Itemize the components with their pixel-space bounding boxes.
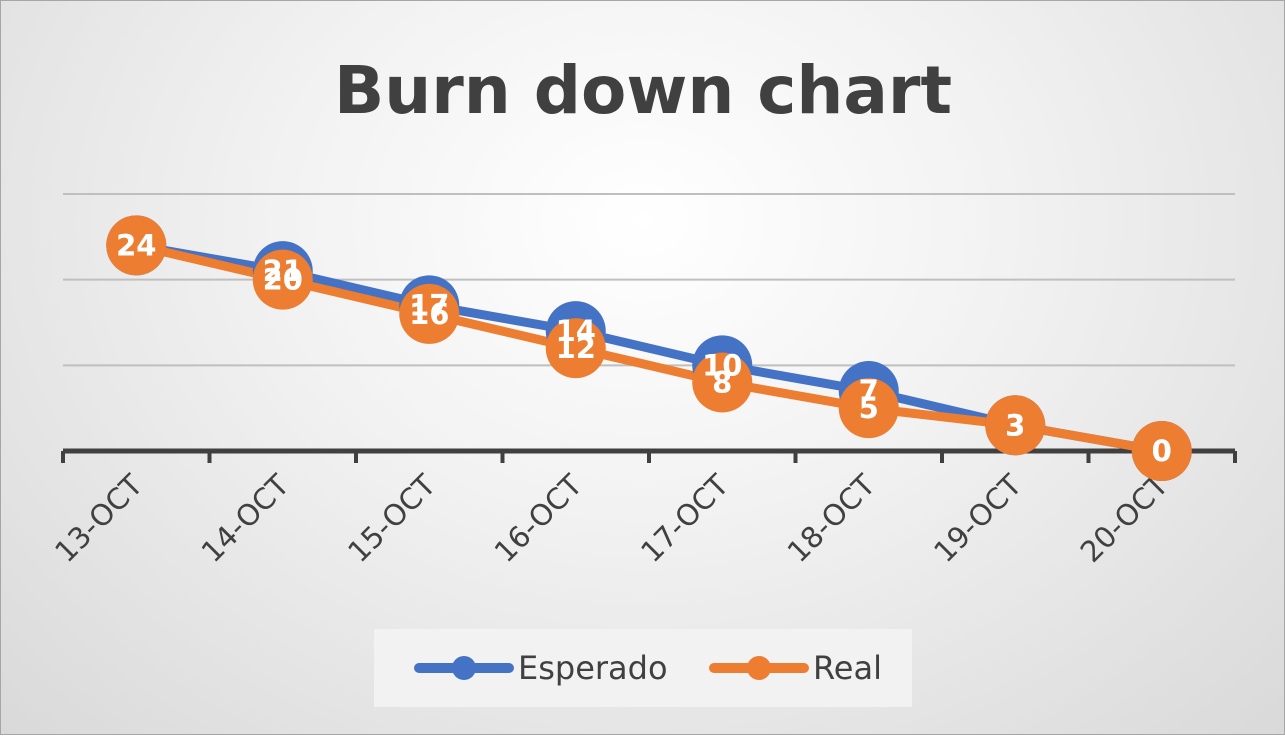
data-label-real: 8: [712, 365, 732, 399]
data-point-real: [106, 215, 167, 276]
data-label-real: 24: [116, 228, 156, 262]
legend-item-esperado: Esperado: [414, 629, 668, 707]
data-label-esperado: 0: [1152, 434, 1172, 468]
data-point-real: [1131, 421, 1192, 481]
x-tick-label: 15-OCT: [341, 468, 442, 569]
x-tick-label: 19-OCT: [927, 468, 1028, 569]
data-label-esperado: 10: [702, 348, 742, 382]
data-point-real: [838, 378, 899, 439]
gridlines: [63, 193, 1235, 367]
legend-swatch-esperado: [414, 648, 514, 688]
data-label-esperado: 7: [859, 374, 879, 408]
legend-swatch-real: [709, 648, 809, 688]
data-label-real: 3: [1005, 408, 1025, 442]
plot-series: [106, 215, 1192, 481]
legend: Esperado Real: [374, 629, 912, 707]
x-tick-label: 18-OCT: [781, 468, 882, 569]
x-tick-label: 16-OCT: [488, 468, 589, 569]
data-label-esperado: 17: [409, 288, 449, 322]
data-label-real: 0: [1152, 434, 1172, 468]
data-label-esperado: 24: [116, 228, 156, 262]
data-label-esperado: 14: [556, 314, 596, 348]
data-point-real: [692, 352, 753, 413]
x-tick-label: 13-OCT: [48, 468, 149, 569]
data-point-real: [399, 283, 460, 344]
legend-label-esperado: Esperado: [518, 649, 668, 687]
data-point-real: [252, 249, 313, 310]
x-tick-label: 20-OCT: [1074, 468, 1175, 569]
data-label-real: 12: [556, 331, 596, 365]
x-tick-label: 17-OCT: [634, 468, 735, 569]
data-label-real: 20: [263, 263, 303, 297]
data-point-real: [545, 318, 606, 379]
x-tick-label: 14-OCT: [195, 468, 296, 569]
data-label-real: 5: [859, 391, 879, 425]
data-label-esperado: 3: [1005, 408, 1025, 442]
legend-label-real: Real: [813, 649, 882, 687]
x-axis: 13-OCT 14-OCT 15-OCT 16-OCT 17-OCT 18-OCT 19-O…: [48, 448, 1237, 569]
legend-item-real: Real: [709, 629, 882, 707]
data-label-real: 16: [409, 297, 449, 331]
data-label-esperado: 21: [263, 254, 303, 288]
data-point-real: [985, 395, 1046, 456]
chart-title: Burn down chart: [334, 52, 952, 129]
